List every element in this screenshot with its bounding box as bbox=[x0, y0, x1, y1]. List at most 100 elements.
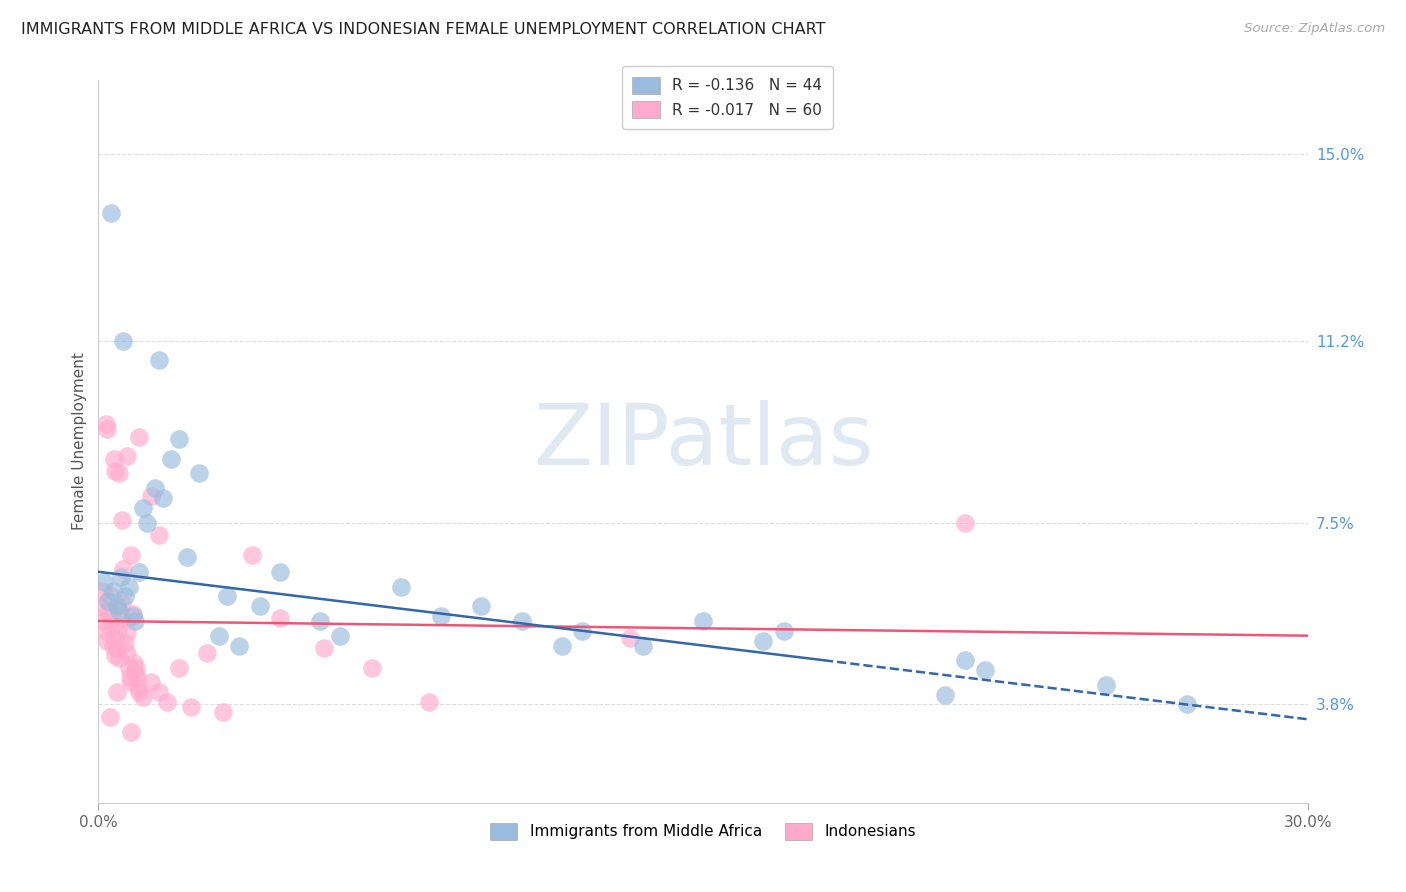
Point bbox=[143, 481, 166, 495]
Point bbox=[103, 451, 125, 466]
Point bbox=[118, 670, 141, 684]
Point bbox=[111, 334, 134, 348]
Point bbox=[139, 675, 162, 690]
Point bbox=[124, 660, 146, 674]
Point bbox=[167, 432, 190, 446]
Point bbox=[1095, 678, 1118, 692]
Point bbox=[1175, 698, 1198, 712]
Point bbox=[121, 675, 143, 690]
Point bbox=[470, 599, 492, 614]
Point bbox=[111, 562, 134, 576]
Point bbox=[148, 353, 170, 368]
Point bbox=[269, 611, 291, 625]
Legend: Immigrants from Middle Africa, Indonesians: Immigrants from Middle Africa, Indonesia… bbox=[484, 817, 922, 846]
Point bbox=[105, 685, 128, 699]
Point bbox=[156, 695, 179, 709]
Point bbox=[631, 639, 654, 653]
Point bbox=[105, 599, 128, 614]
Point bbox=[240, 548, 263, 562]
Point bbox=[148, 528, 170, 542]
Point bbox=[122, 656, 145, 670]
Point bbox=[167, 660, 190, 674]
Point bbox=[93, 574, 115, 589]
Point bbox=[101, 639, 124, 653]
Point bbox=[974, 663, 997, 677]
Point bbox=[107, 621, 129, 635]
Point bbox=[124, 614, 146, 628]
Point bbox=[111, 597, 134, 611]
Point bbox=[110, 611, 132, 625]
Point bbox=[314, 640, 336, 655]
Y-axis label: Female Unemployment: Female Unemployment bbox=[72, 352, 87, 531]
Point bbox=[117, 646, 139, 660]
Point bbox=[100, 619, 122, 633]
Point bbox=[97, 604, 120, 618]
Point bbox=[152, 491, 174, 505]
Point bbox=[93, 614, 115, 628]
Point bbox=[97, 594, 120, 608]
Point bbox=[94, 624, 117, 638]
Point bbox=[571, 624, 593, 638]
Text: IMMIGRANTS FROM MIDDLE AFRICA VS INDONESIAN FEMALE UNEMPLOYMENT CORRELATION CHAR: IMMIGRANTS FROM MIDDLE AFRICA VS INDONES… bbox=[21, 22, 825, 37]
Point bbox=[430, 609, 453, 624]
Point bbox=[228, 639, 250, 653]
Point bbox=[953, 516, 976, 530]
Point bbox=[752, 633, 775, 648]
Point bbox=[329, 629, 352, 643]
Point bbox=[188, 467, 211, 481]
Point bbox=[117, 450, 139, 464]
Point bbox=[418, 695, 440, 709]
Point bbox=[103, 648, 125, 663]
Point bbox=[389, 580, 412, 594]
Point bbox=[139, 489, 162, 503]
Point bbox=[111, 513, 134, 527]
Point bbox=[121, 724, 143, 739]
Point bbox=[100, 607, 122, 621]
Point bbox=[953, 653, 976, 667]
Point bbox=[510, 614, 533, 628]
Point bbox=[132, 690, 155, 705]
Point bbox=[125, 670, 148, 684]
Point bbox=[934, 688, 956, 702]
Point bbox=[128, 429, 150, 443]
Point bbox=[309, 614, 332, 628]
Point bbox=[89, 599, 111, 614]
Point bbox=[132, 500, 155, 515]
Point bbox=[98, 710, 121, 724]
Point bbox=[692, 614, 714, 628]
Point bbox=[96, 417, 118, 432]
Point bbox=[101, 584, 124, 599]
Point bbox=[361, 660, 384, 674]
Point bbox=[121, 609, 143, 624]
Point bbox=[96, 422, 118, 436]
Point bbox=[104, 631, 127, 645]
Text: Source: ZipAtlas.com: Source: ZipAtlas.com bbox=[1244, 22, 1385, 36]
Point bbox=[212, 705, 235, 719]
Point bbox=[104, 464, 127, 478]
Point bbox=[118, 580, 141, 594]
Point bbox=[115, 626, 138, 640]
Point bbox=[160, 451, 183, 466]
Point bbox=[105, 640, 128, 655]
Point bbox=[128, 565, 150, 579]
Point bbox=[180, 700, 202, 714]
Point bbox=[114, 590, 136, 604]
Point bbox=[127, 681, 149, 695]
Point bbox=[98, 590, 121, 604]
Point bbox=[107, 467, 129, 481]
Point bbox=[128, 685, 150, 699]
Point bbox=[108, 650, 131, 665]
Point bbox=[148, 685, 170, 699]
Point bbox=[120, 548, 142, 562]
Point bbox=[100, 206, 122, 220]
Point bbox=[269, 565, 291, 579]
Point bbox=[110, 570, 132, 584]
Point bbox=[619, 631, 641, 645]
Point bbox=[217, 590, 239, 604]
Point bbox=[551, 639, 574, 653]
Point bbox=[91, 584, 114, 599]
Point bbox=[121, 607, 143, 621]
Point bbox=[107, 604, 129, 618]
Text: ZIPatlas: ZIPatlas bbox=[533, 400, 873, 483]
Point bbox=[96, 633, 118, 648]
